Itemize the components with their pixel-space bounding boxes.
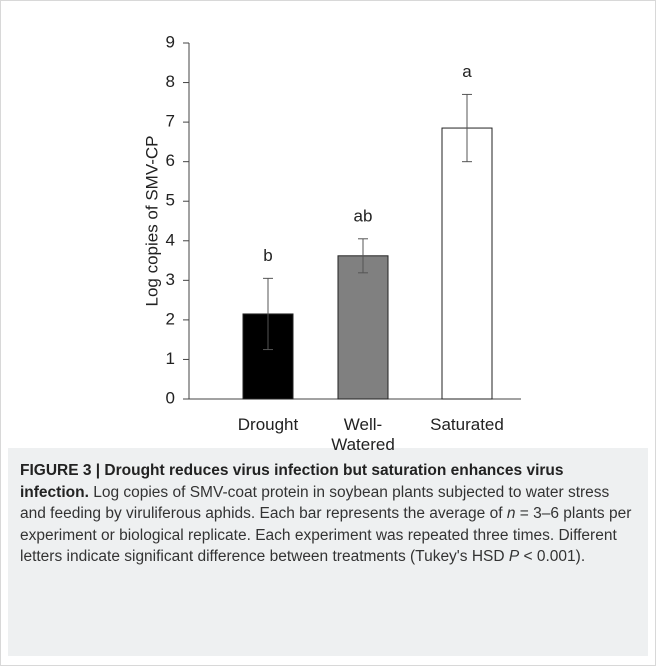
bar	[441, 127, 493, 400]
bar	[337, 255, 389, 400]
y-axis-label: Log copies of SMV-CP	[142, 135, 161, 306]
y-tick-label: 0	[166, 388, 175, 407]
caption: FIGURE 3 | Drought reduces virus infecti…	[8, 448, 648, 656]
significance-letter: ab	[354, 206, 373, 225]
x-tick-label: Saturated	[430, 415, 504, 434]
y-tick-label: 4	[166, 230, 175, 249]
y-tick-label: 6	[166, 151, 175, 170]
y-tick-label: 2	[166, 309, 175, 328]
y-tick-label: 7	[166, 112, 175, 131]
y-tick-label: 3	[166, 270, 175, 289]
caption-text: = 3–6 plants per experiment or biologica…	[20, 505, 632, 565]
chart: Log copies of SMV-CP 0 1 2 3 4 5 6 7 8 9 b ab a	[142, 32, 521, 407]
y-tick-label: 1	[166, 349, 175, 368]
caption-text: < 0.001).	[519, 548, 586, 565]
y-tick-label: 5	[166, 191, 175, 210]
y-tick-label: 8	[166, 72, 175, 91]
caption-title: FIGURE 3 | Drought reduces virus infecti…	[20, 462, 564, 501]
caption-var: n	[506, 505, 516, 522]
x-tick-label: Well-Watered	[331, 415, 395, 454]
caption-var: P	[508, 548, 520, 565]
y-tick-label: 9	[166, 32, 175, 51]
significance-letter: b	[263, 246, 272, 265]
significance-letter: a	[462, 62, 472, 81]
x-tick-label: Drought	[237, 415, 299, 434]
caption-text: Log copies of SMV-coat protein in soybea…	[20, 483, 610, 523]
